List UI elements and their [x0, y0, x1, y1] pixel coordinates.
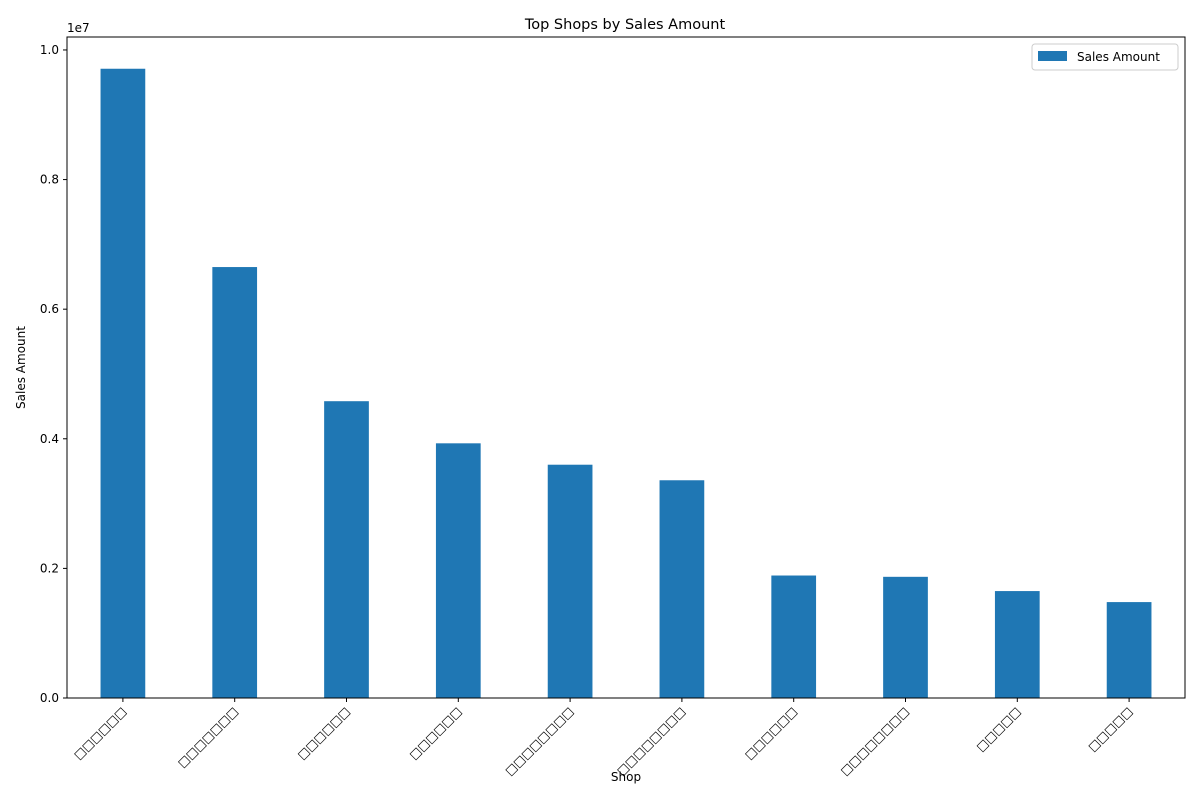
bar: [100, 68, 146, 698]
x-tick-label: □□□□□□: [71, 704, 129, 762]
bar: [994, 591, 1040, 698]
bar: [771, 575, 817, 698]
bar: [212, 267, 258, 698]
y-tick-label: 0.0: [40, 691, 59, 705]
y-tick-label: 0.4: [40, 432, 59, 446]
bar: [435, 443, 481, 698]
x-tick-label: □□□□□□: [295, 704, 353, 762]
chart-title: Top Shops by Sales Amount: [524, 17, 726, 33]
legend-frame: [1031, 43, 1179, 71]
bar: [324, 401, 369, 698]
y-axis: 0.0 0.2 0.4 0.6 0.8 1.0: [40, 43, 67, 705]
y-tick-label: 1.0: [40, 43, 59, 57]
x-axis-label: Shop: [611, 770, 641, 784]
x-tick-label: □□□□□□□: [175, 704, 241, 770]
bar: [547, 464, 593, 698]
y-axis-label: Sales Amount: [14, 326, 28, 409]
y-tick-label: 0.6: [40, 302, 59, 316]
x-tick-label: □□□□□□: [742, 704, 800, 762]
bar: [659, 480, 705, 698]
legend-swatch: [1038, 51, 1067, 61]
x-tick-label: □□□□□□□□: [614, 704, 688, 778]
bar: [883, 576, 928, 698]
x-tick-label: □□□□□: [973, 704, 1023, 754]
x-tick-label: □□□□□: [1085, 704, 1135, 754]
y-tick-label: 0.2: [40, 561, 59, 575]
x-tick-label: □□□□□□: [406, 704, 464, 762]
y-tick-label: 0.8: [40, 173, 59, 187]
x-axis: □□□□□□ □□□□□□□ □□□□□□ □□□□□□ □□□□□□□□ □□□□□□□…: [71, 698, 1135, 778]
legend: Sales Amount: [1031, 43, 1179, 71]
bars-group: [100, 68, 1152, 698]
legend-label: Sales Amount: [1077, 50, 1160, 64]
x-tick-label: □□□□□□□□: [838, 704, 912, 778]
x-tick-label: □□□□□□□□: [502, 704, 576, 778]
bar: [1106, 602, 1152, 698]
plot-frame: [66, 36, 1186, 699]
y-offset-text: 1e7: [67, 21, 90, 35]
